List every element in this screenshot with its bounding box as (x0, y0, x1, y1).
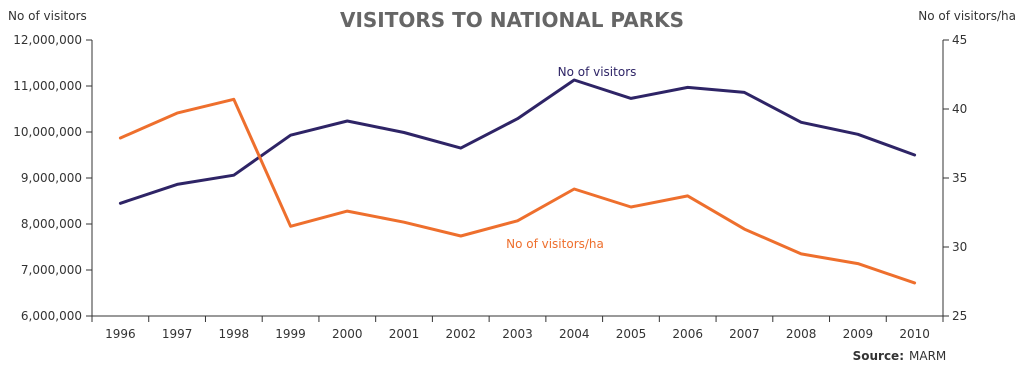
x-tick-label: 2009 (843, 327, 874, 341)
y-left-tick-label: 11,000,000 (13, 79, 82, 93)
y-left-ticks: 6,000,000 7,000,000 8,000,000 9,000,000 10,0… (13, 33, 92, 323)
x-tick-label: 2006 (672, 327, 703, 341)
y-left-tick-label: 7,000,000 (21, 263, 82, 277)
x-tick-label: 2008 (786, 327, 817, 341)
series-line-visitors-ha (118, 97, 917, 285)
series-label-visitors: No of visitors (558, 65, 637, 79)
y-left-axis-label: No of visitors (8, 9, 87, 23)
x-tick-label: 2001 (389, 327, 420, 341)
series-line-visitors (118, 78, 917, 205)
y-left-tick-label: 6,000,000 (21, 309, 82, 323)
y-right-tick-label: 30 (952, 240, 967, 254)
y-left-tick-label: 12,000,000 (13, 33, 82, 47)
y-right-tick-label: 25 (952, 309, 967, 323)
y-right-axis-label: No of visitors/ha (918, 9, 1016, 23)
x-tick-label: 2000 (332, 327, 363, 341)
x-tick-label: 2005 (616, 327, 647, 341)
x-tick-label: 1996 (105, 327, 136, 341)
series-label-visitors-ha: No of visitors/ha (506, 237, 604, 251)
y-right-tick-label: 35 (952, 171, 967, 185)
x-tick-label: 1999 (275, 327, 306, 341)
source-value: MARM (909, 349, 946, 363)
chart-title: VISITORS TO NATIONAL PARKS (340, 8, 684, 32)
series-layer (118, 78, 917, 285)
x-tick-label: 2007 (729, 327, 760, 341)
source-label: Source: (853, 349, 904, 363)
x-tick-label: 2010 (899, 327, 930, 341)
x-tick-label: 1997 (162, 327, 193, 341)
x-tick-label: 2003 (502, 327, 533, 341)
y-right-ticks: 25 30 35 40 45 (943, 33, 967, 323)
x-ticks: 1996 1997 1998 1999 2000 2001 2002 2003 2004 2005… (91, 316, 944, 341)
y-left-tick-label: 9,000,000 (21, 171, 82, 185)
y-right-tick-label: 40 (952, 102, 967, 116)
x-tick-label: 2002 (445, 327, 476, 341)
y-left-tick-label: 8,000,000 (21, 217, 82, 231)
x-tick-label: 1998 (219, 327, 250, 341)
y-left-tick-label: 10,000,000 (13, 125, 82, 139)
x-tick-label: 2004 (559, 327, 590, 341)
y-right-tick-label: 45 (952, 33, 967, 47)
